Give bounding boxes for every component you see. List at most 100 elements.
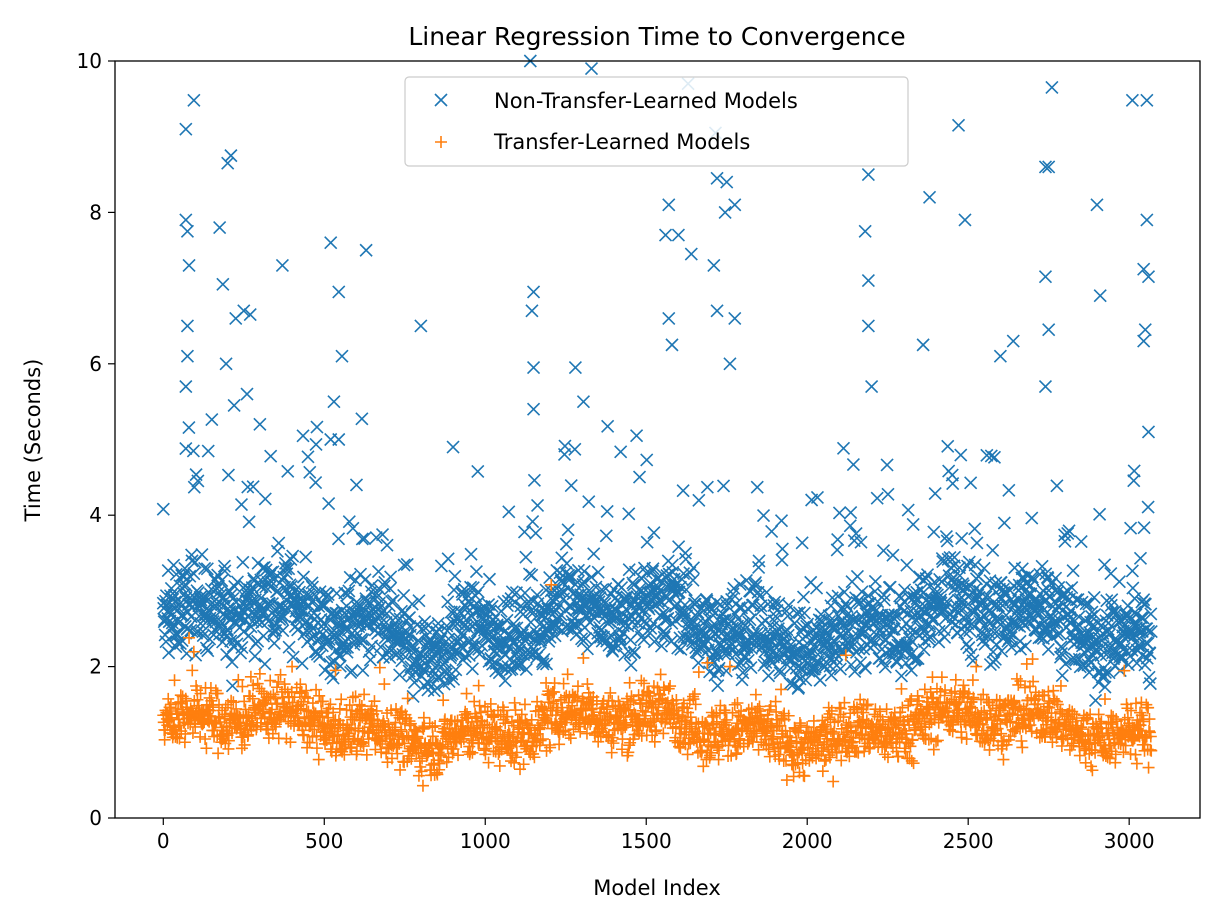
data-point-x [736,666,750,680]
data-point-x [1098,665,1112,680]
data-point-x [439,667,453,681]
data-point-x-outlier [219,357,233,371]
data-point-x [646,562,660,576]
data-point-x-outlier [349,478,364,492]
data-point-x [783,676,797,691]
data-point-x [641,600,655,614]
data-point-x [485,599,499,613]
data-point-x [1089,638,1103,652]
data-point-x [748,576,763,590]
data-point-x [1039,567,1053,581]
data-point-x [849,645,864,659]
data-point-x [968,522,982,536]
data-point-x [204,582,218,596]
data-point-x [712,661,726,675]
data-point-x [836,441,851,455]
data-point-x [1025,511,1039,525]
data-point-x [624,658,638,672]
data-point-x [964,476,978,490]
data-point-x [1064,604,1078,618]
data-point-x [577,575,591,589]
data-point-x [694,626,709,640]
data-point-x [372,596,386,610]
data-point-x [248,649,262,663]
data-point-x [855,585,869,599]
data-point-x [858,661,873,675]
data-point-x [1065,581,1079,595]
data-point-x [475,639,489,653]
data-point-x [301,587,315,601]
data-point-x [517,525,532,539]
data-point-x [959,608,973,622]
data-point-x-outlier [179,122,193,136]
data-point-x [199,641,213,655]
data-point-x [1094,648,1108,662]
data-point-x [355,532,369,546]
data-point-x [941,439,955,453]
data-point-x [1133,551,1148,565]
data-point-x [464,580,478,594]
data-point-x [1050,628,1064,642]
data-point-x [1035,559,1049,573]
data-point-x [848,664,862,678]
data-point-x [977,561,991,575]
data-point-x [923,630,937,644]
data-point-x [642,602,656,616]
data-point-x [272,536,286,550]
data-point-x [225,679,240,693]
data-point-x [201,644,215,658]
data-point-x [659,627,673,641]
data-point-x [405,597,419,611]
data-point-x-outlier [182,258,196,272]
data-point-x [1058,534,1072,548]
data-point-x [290,612,304,626]
legend-label-transfer: Transfer-Learned Models [493,130,750,154]
data-point-x-outlier [526,402,541,416]
data-point-x-outlier [156,502,170,516]
chart-title: Linear Regression Time to Convergence [408,22,905,51]
data-point-x [828,635,842,649]
data-point-x [1143,677,1157,691]
data-point-x [215,574,229,588]
data-point-x [899,656,913,670]
data-point-x [291,580,305,594]
data-point-x [1125,564,1139,578]
data-point-x-outlier [525,304,539,318]
data-point-x [241,480,255,494]
data-point-x [186,444,200,458]
data-point-x [1108,604,1122,618]
data-point-x [1025,570,1039,584]
data-point-x [726,587,740,601]
data-point-x [877,588,891,602]
data-point-x-outlier [179,379,193,394]
data-point-x [787,616,802,630]
data-point-x [640,453,654,467]
data-point-x [412,594,426,608]
data-point-x [569,617,583,631]
data-point-x [262,597,276,611]
data-point-x [443,651,457,665]
data-point-x [530,498,545,512]
data-point-x [584,570,599,584]
data-point-x-outlier [332,285,346,299]
data-point-x [995,644,1009,658]
data-point-x [1036,584,1050,598]
data-point-x [672,585,686,599]
data-point-x [614,580,629,595]
data-point-x [796,590,811,604]
data-point-x [267,636,281,650]
data-point-x [716,479,731,493]
data-point-x-outlier [213,220,227,235]
data-point-x [1138,597,1152,611]
data-point-x [187,567,201,581]
data-point-x [428,660,442,674]
data-point-x [284,552,298,567]
data-point-x [281,464,295,478]
data-point-x [980,448,994,462]
data-point-x [939,530,953,544]
data-point-x [773,663,787,677]
data-point-x [196,628,210,643]
data-point-x [220,647,234,662]
data-point-x [814,607,828,621]
data-point-x [756,508,771,523]
